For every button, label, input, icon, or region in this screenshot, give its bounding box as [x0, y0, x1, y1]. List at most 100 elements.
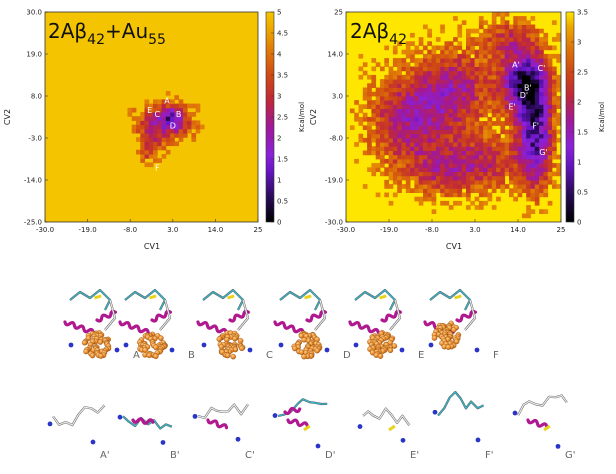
heatmap-cell: [457, 142, 463, 147]
heatmap-cell: [539, 125, 544, 130]
heatmap-cell: [474, 53, 480, 59]
heatmap-cell: [435, 121, 441, 126]
heatmap-cell: [556, 112, 561, 118]
heatmap-cell: [431, 95, 437, 101]
heatmap-cell: [487, 137, 493, 143]
heatmap-cell: [174, 107, 179, 113]
ion-sphere: [169, 347, 175, 353]
heatmap-cell: [178, 116, 184, 121]
heatmap-cell: [388, 108, 394, 114]
heatmap-cell: [509, 171, 514, 177]
heatmap-cell: [444, 53, 450, 59]
heatmap-cell: [547, 133, 553, 139]
heatmap-cell: [165, 116, 171, 121]
heatmap-cell: [414, 167, 420, 172]
coil-strand: [362, 407, 410, 426]
y-tick-label: 25: [334, 9, 343, 17]
heatmap-cell: [491, 37, 497, 42]
heatmap-cell: [466, 146, 471, 151]
heatmap-cell: [500, 53, 506, 59]
heatmap-cell: [509, 192, 514, 198]
heatmap-cell: [483, 91, 488, 97]
heatmap-cell: [405, 74, 411, 80]
heatmap-cell: [448, 121, 454, 126]
heatmap-cell: [517, 66, 523, 72]
heatmap-cell: [157, 112, 162, 117]
heatmap-cell: [534, 83, 540, 88]
heatmap-cell: [526, 53, 531, 59]
ion-sphere: [68, 342, 74, 348]
heatmap-cell: [418, 171, 424, 177]
heatmap-cell: [491, 175, 497, 181]
heatmap-cell: [388, 79, 394, 84]
heatmap-cell: [414, 133, 420, 139]
heatmap-cell: [410, 150, 415, 156]
heatmap-cell: [547, 53, 553, 59]
heatmap-cell: [384, 158, 389, 164]
structure-label: A': [100, 450, 110, 461]
heatmap-cell: [534, 116, 540, 122]
heatmap-cell: [453, 116, 458, 122]
heatmap-cell: [435, 179, 441, 185]
heatmap-cell: [444, 163, 450, 168]
heatmap-cell: [418, 184, 424, 189]
heatmap-cell: [543, 87, 549, 93]
heatmap-cell: [358, 74, 364, 80]
heatmap-cell: [418, 87, 424, 93]
heatmap-cell: [543, 133, 549, 139]
heatmap-cell: [453, 133, 458, 139]
heatmap-cell: [457, 58, 463, 63]
heatmap-cell: [466, 188, 471, 193]
heatmap-cell: [457, 74, 463, 80]
heatmap-cell: [521, 108, 527, 114]
heatmap-cell: [397, 154, 402, 160]
heatmap-cell: [427, 142, 432, 147]
heatmap-cell: [530, 125, 536, 130]
heatmap-cell: [487, 196, 493, 202]
heatmap-cell: [174, 103, 179, 109]
heatmap-cell: [491, 184, 497, 189]
heatmap-cell: [367, 91, 372, 97]
heatmap-cell: [397, 175, 402, 181]
heatmap-cell: [521, 171, 527, 177]
heatmap-cell: [182, 120, 188, 126]
heatmap-cell: [496, 179, 501, 185]
heatmap-cell: [526, 116, 531, 122]
heatmap-cell: [405, 66, 411, 72]
heatmap-cell: [144, 154, 150, 159]
heatmap-cell: [556, 171, 561, 177]
heatmap-cell: [410, 53, 415, 59]
heatmap-cell: [483, 184, 488, 189]
heatmap-cell: [165, 133, 171, 138]
heatmap-cell: [178, 133, 184, 138]
heatmap-cell: [448, 125, 454, 130]
heatmap-cell: [397, 62, 402, 67]
heatmap-cell: [552, 171, 557, 177]
heatmap-cell: [444, 154, 450, 160]
coil-outline: [437, 390, 485, 417]
heatmap-cell: [543, 45, 549, 51]
heatmap-cell: [388, 200, 394, 206]
heatmap-cell: [140, 116, 145, 121]
heatmap-cell: [534, 192, 540, 198]
heatmap-cell: [401, 167, 407, 172]
heatmap-cell: [178, 112, 184, 117]
heatmap-cell: [517, 28, 523, 34]
heatmap-cell: [427, 133, 432, 139]
heatmap-cell: [474, 91, 480, 97]
heatmap-cell: [435, 70, 441, 76]
heatmap-cell: [504, 146, 510, 151]
heatmap-cell: [539, 129, 544, 135]
heatmap-cell: [140, 137, 145, 142]
heatmap-cell: [144, 149, 150, 155]
heatmap-cell: [474, 108, 480, 114]
heatmap-cell: [157, 103, 162, 109]
heatmap-cell: [543, 137, 549, 143]
heatmap-cell: [418, 163, 424, 168]
heatmap-cell: [418, 41, 424, 46]
heatmap-cell: [427, 146, 432, 151]
structure-F': F': [432, 390, 494, 461]
heatmap-cell: [547, 146, 553, 151]
heatmap-cell: [170, 137, 175, 142]
heatmap-cell: [474, 179, 480, 185]
